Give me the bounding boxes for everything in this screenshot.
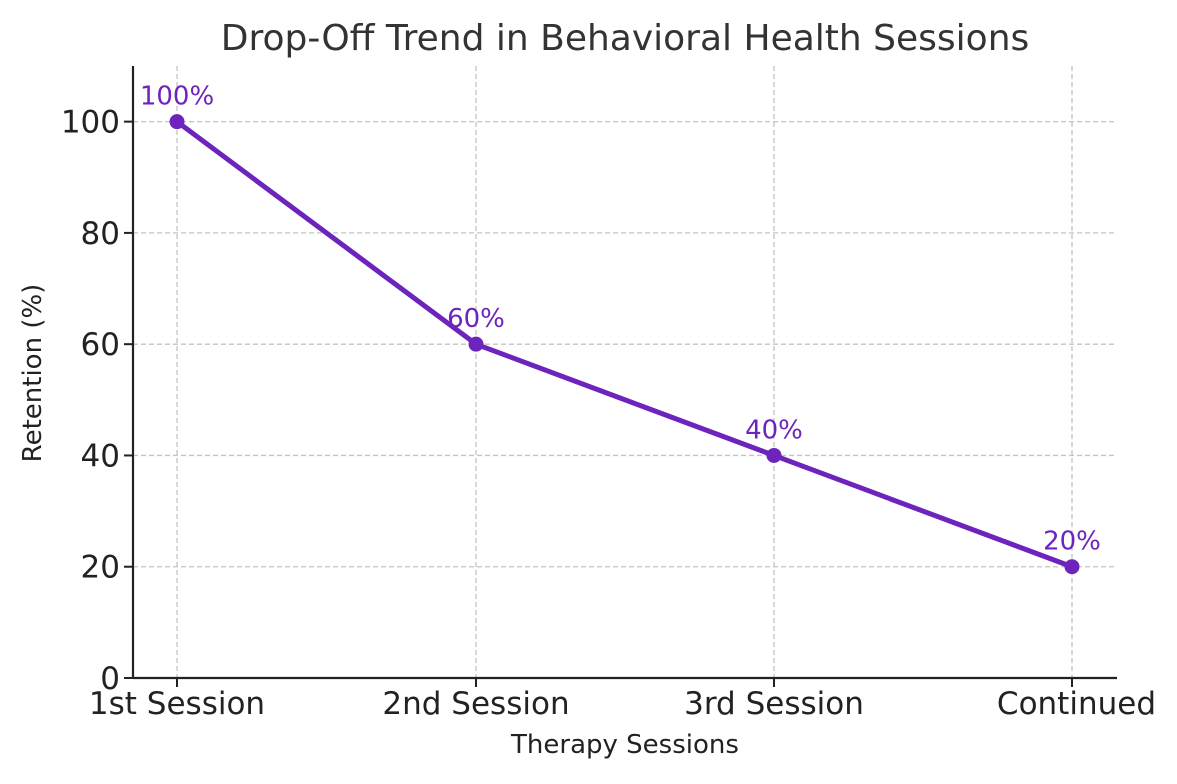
axes xyxy=(131,66,1117,680)
y-tick-label: 60 xyxy=(81,327,120,363)
y-tick-label: 80 xyxy=(81,216,120,252)
data-labels: 100% 60% 40% 20% xyxy=(140,82,1101,557)
chart-title: Drop-Off Trend in Behavioral Health Sess… xyxy=(221,18,1030,59)
x-ticks: 1st Session 2nd Session 3rd Session Continu… xyxy=(89,678,1156,722)
data-label: 100% xyxy=(140,82,214,112)
y-ticks: 0 20 40 60 80 100 xyxy=(61,105,133,697)
grid xyxy=(133,66,1117,678)
y-tick-label: 100 xyxy=(61,105,120,141)
data-label: 20% xyxy=(1043,527,1101,557)
x-tick-label: 3rd Session xyxy=(684,686,864,722)
x-tick-label: Continued xyxy=(997,686,1156,722)
x-tick-label: 1st Session xyxy=(89,686,265,722)
y-tick-label: 20 xyxy=(81,550,120,586)
y-tick-label: 40 xyxy=(81,438,120,474)
data-label: 40% xyxy=(745,415,803,445)
series-line xyxy=(174,119,1075,570)
y-tick-label: 0 xyxy=(100,661,120,697)
data-point xyxy=(766,447,782,463)
series xyxy=(169,114,1080,575)
y-axis-label: Retention (%) xyxy=(18,284,48,463)
x-axis-label: Therapy Sessions xyxy=(510,730,739,760)
data-point xyxy=(169,114,185,130)
data-point xyxy=(468,336,484,352)
data-label: 60% xyxy=(447,304,505,334)
x-tick-label: 2nd Session xyxy=(382,686,569,722)
data-point xyxy=(1064,559,1080,575)
